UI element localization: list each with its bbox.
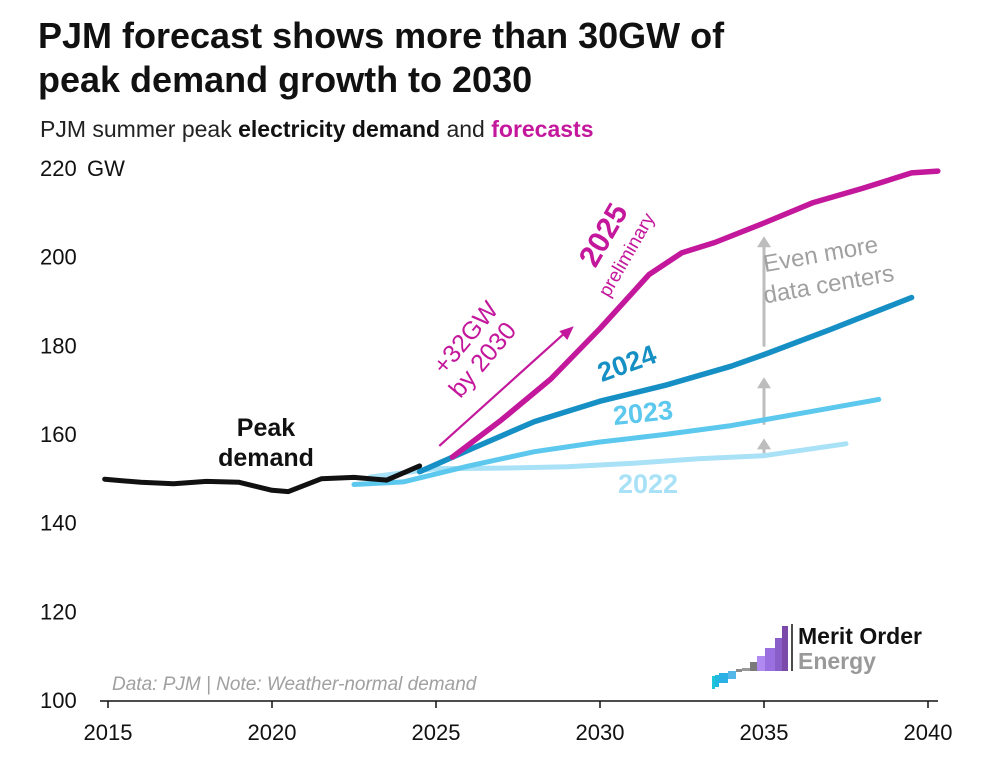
chart-subtitle: PJM summer peak electricity demand and f…	[40, 116, 594, 143]
logo-line2: Energy	[798, 648, 876, 674]
merit-order-logo-mark	[712, 624, 793, 689]
series-line-2024	[416, 294, 915, 475]
series-line-2022	[367, 441, 849, 480]
label-peak-demand-line2: demand	[218, 444, 314, 472]
label-2022: 2022	[618, 469, 678, 499]
logo-bar	[742, 668, 750, 671]
source-note: Data: PJM | Note: Weather-normal demand	[112, 674, 478, 695]
logo-bar	[736, 669, 742, 672]
logo-line1: Merit Order	[798, 623, 922, 649]
y-tick-label: 180	[40, 333, 77, 358]
label-2024: 2024	[594, 339, 661, 388]
y-tick-label: 160	[40, 422, 77, 447]
chart-title: PJM forecast shows more than 30GW of pea…	[38, 14, 968, 102]
merit-order-logo-text: Merit Order Energy	[798, 624, 922, 674]
arrow-2022-2023-head	[757, 438, 771, 450]
logo-bar	[728, 671, 736, 679]
logo-bar	[712, 676, 715, 689]
label-2023: 2023	[612, 395, 675, 431]
x-tick-label: 2040	[904, 720, 953, 745]
subtitle-part3: and	[440, 116, 492, 142]
y-tick-label: 200	[40, 245, 77, 270]
arrow-2024-2025-head	[757, 236, 771, 248]
logo-bar	[757, 656, 765, 671]
x-tick-label: 2025	[412, 720, 461, 745]
series-line-2023	[351, 396, 882, 487]
logo-bar	[715, 675, 719, 687]
y-tick-label: 120	[40, 599, 77, 624]
y-unit-label: GW	[87, 156, 125, 181]
series-line-2025-preliminary	[449, 168, 941, 460]
logo-bar	[750, 662, 757, 671]
subtitle-part1: PJM summer peak	[40, 116, 239, 142]
growth-arrow-head	[559, 326, 574, 341]
y-tick-label: 100	[40, 688, 77, 713]
logo-bar	[775, 638, 782, 671]
logo-bar	[782, 626, 788, 671]
subtitle-part4: forecasts	[491, 116, 594, 142]
y-tick-label: 140	[40, 511, 77, 536]
series-line-peak-demand	[102, 463, 423, 495]
growth-arrow-shaft	[438, 329, 569, 447]
arrow-2023-2024-head	[757, 377, 771, 389]
y-tick-label: 220	[40, 156, 77, 181]
x-tick-label: 2035	[740, 720, 789, 745]
logo-bar	[719, 673, 728, 683]
x-tick-label: 2020	[248, 720, 297, 745]
logo-bar	[765, 648, 775, 671]
label-peak-demand-line1: Peak	[237, 414, 295, 442]
x-tick-label: 2030	[576, 720, 625, 745]
x-tick-label: 2015	[84, 720, 133, 745]
chart-title-line1: PJM forecast shows more than 30GW of	[38, 15, 725, 56]
chart-title-line2: peak demand growth to 2030	[38, 59, 533, 100]
subtitle-part2: electricity demand	[238, 116, 441, 142]
